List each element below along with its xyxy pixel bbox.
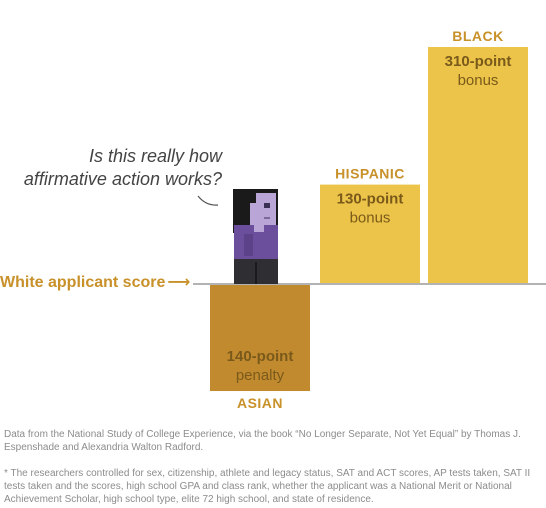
baseline-label: White applicant score ⟶ [0, 272, 190, 292]
category-label-hispanic: HISPANIC [335, 166, 405, 182]
bar-hispanic [320, 184, 420, 284]
annotation-question: Is this really how affirmative action wo… [0, 145, 222, 191]
student-figure-icon [197, 189, 278, 284]
annotation-line-2: affirmative action works? [23, 169, 222, 189]
bar-kind-asian: penalty [236, 367, 285, 384]
bar-black [428, 47, 528, 284]
bar-kind-hispanic: bonus [350, 210, 391, 227]
chart: 140-point penalty ASIAN 130-point bonus HISPA… [193, 28, 546, 411]
bars-group: 140-point penalty ASIAN 130-point bonus HISPA… [210, 28, 528, 411]
footnote: * The researchers controlled for sex, ci… [4, 468, 531, 505]
annotation-line-1: Is this really how [88, 146, 222, 166]
source-note: Data from the National Study of College … [4, 429, 521, 453]
bar-asian [210, 284, 310, 392]
bar-amount-hispanic: 130-point [337, 191, 404, 208]
arrow-right-icon: ⟶ [167, 274, 191, 291]
baseline-label-text: White applicant score [0, 274, 166, 291]
bar-kind-black: bonus [458, 72, 499, 89]
category-label-asian: ASIAN [237, 395, 283, 411]
bar-amount-asian: 140-point [227, 348, 294, 365]
category-label-black: BLACK [452, 28, 504, 44]
bar-amount-black: 310-point [445, 53, 512, 70]
